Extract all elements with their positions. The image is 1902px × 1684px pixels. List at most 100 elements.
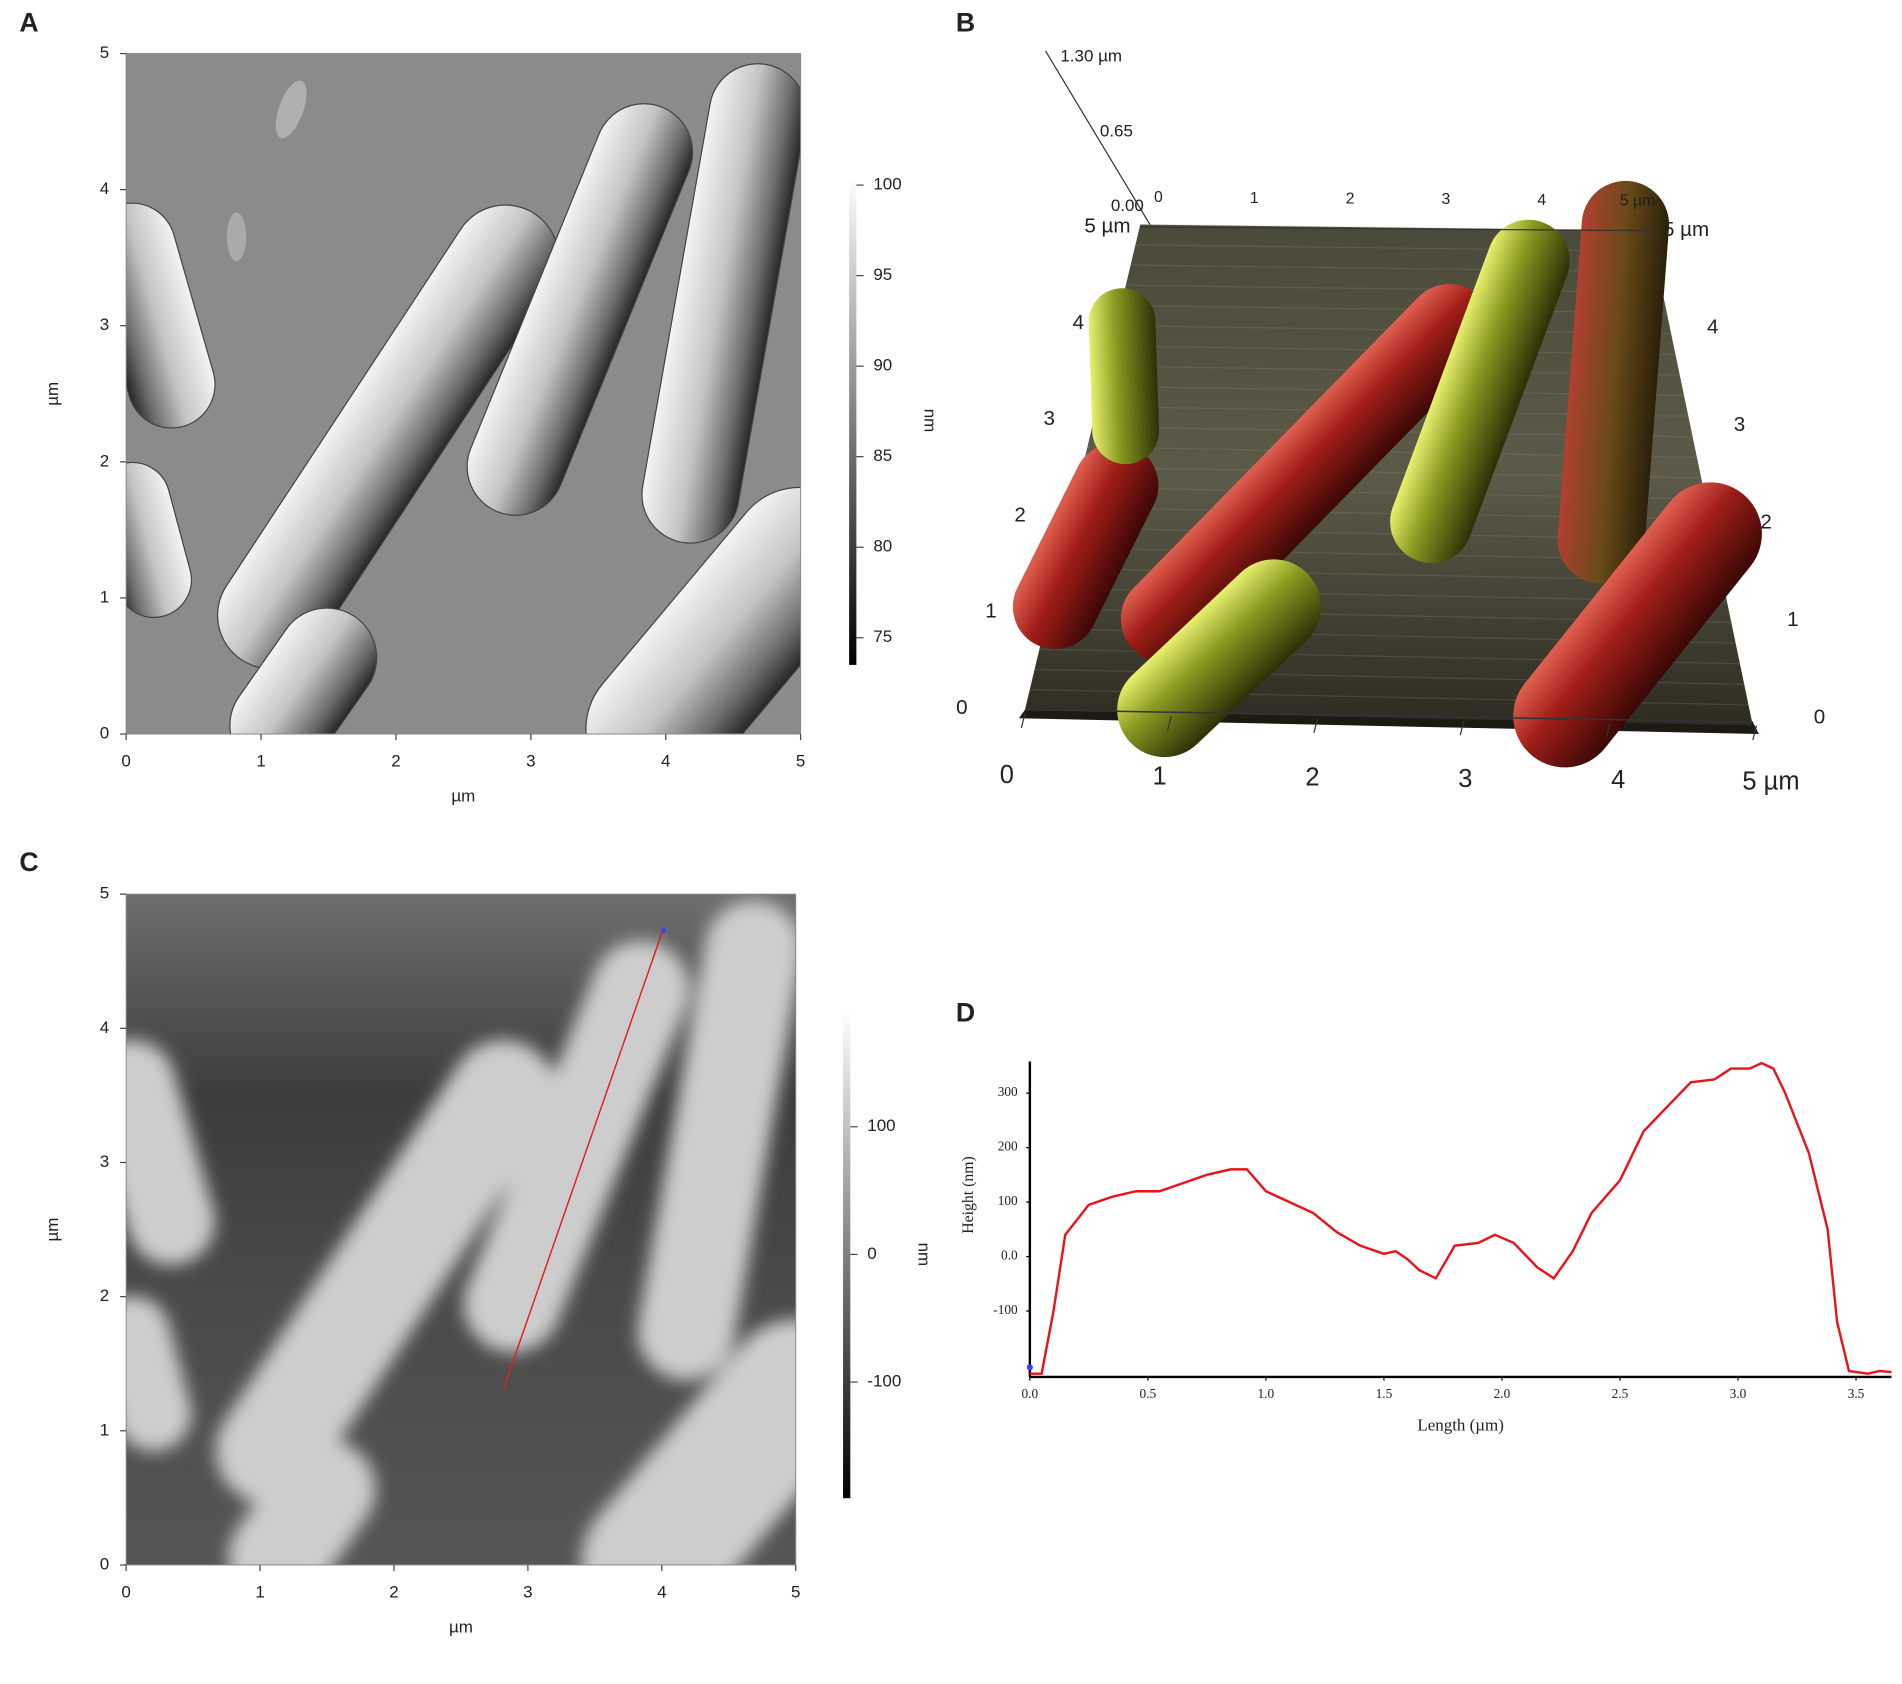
x-tick-label: 4 [1611, 766, 1625, 794]
panel-label: B [956, 7, 975, 37]
colorbar-tick-label: -100 [867, 1372, 901, 1391]
profile-line [502, 931, 663, 1390]
x-top-tick-label: 4 [1537, 192, 1546, 209]
x-tick-label: 0 [121, 751, 130, 770]
x-axis-label: µm [451, 787, 475, 806]
y-tick-label: -100 [993, 1302, 1018, 1317]
z-tick-label: 0.00 [1111, 196, 1144, 215]
y-right-tick-label: 4 [1707, 316, 1718, 339]
x-tick-label: 1 [1153, 762, 1167, 790]
surface-streak [1130, 264, 1659, 273]
cells [126, 900, 796, 1565]
y-tick-label: 3 [100, 1152, 109, 1171]
x-tick-label: 2.5 [1612, 1386, 1629, 1401]
x-tick-label: 0 [121, 1582, 130, 1601]
cell-3d [1088, 288, 1160, 465]
cell-3d [1120, 284, 1494, 663]
z-tick-label: 1.30 µm [1060, 47, 1122, 66]
axis-line [1024, 709, 1753, 723]
panel-label: A [19, 7, 38, 37]
colorbar-tick-label: 100 [873, 175, 901, 194]
cell-3d [1557, 180, 1670, 584]
y-tick-label: 300 [998, 1084, 1018, 1099]
x-tick [1752, 725, 1758, 741]
colorbar [843, 1010, 851, 1499]
x-tick-label: 3 [523, 1582, 532, 1601]
x-tick [1020, 713, 1026, 729]
cell-3d [1390, 219, 1570, 564]
x-tick-label: 5 [796, 751, 805, 770]
cell [581, 1319, 796, 1565]
x-top-tick-label: 5 µm [1620, 193, 1655, 210]
colorbar-tick-label: 0 [867, 1244, 876, 1263]
y-right-tick-label: 0 [1814, 706, 1825, 729]
y-left-tick-label: 0 [956, 696, 967, 719]
colorbar-tick-label: 90 [873, 356, 892, 375]
y-left-tick-label: 4 [1073, 311, 1084, 334]
y-right-tick-label: 1 [1787, 608, 1798, 631]
x-tick-label: 2 [1305, 764, 1319, 792]
x-top-tick-label: 0 [1154, 189, 1163, 206]
x-tick [1459, 720, 1465, 736]
colorbar [849, 176, 857, 665]
x-tick-label: 1.5 [1376, 1386, 1393, 1401]
cell [126, 1039, 215, 1265]
x-tick-label: 4 [661, 751, 670, 770]
x-tick-label: 5 [791, 1582, 800, 1601]
y-tick-label: 4 [100, 179, 109, 198]
debris [226, 212, 247, 261]
y-left-tick-label: 5 µm [1084, 214, 1130, 237]
start-marker [1026, 1364, 1033, 1371]
colorbar-tick-label: 85 [873, 446, 892, 465]
y-left-tick-label: 3 [1044, 407, 1055, 430]
cell [641, 63, 801, 544]
y-tick-label: 200 [998, 1139, 1018, 1154]
panel-label: C [19, 847, 38, 877]
cells [126, 63, 801, 735]
y-axis-label: Height (nm) [960, 1156, 977, 1233]
cell [463, 940, 690, 1353]
y-tick-label: 3 [100, 315, 109, 334]
cell [216, 204, 560, 670]
y-left-tick-label: 2 [1014, 503, 1025, 526]
x-tick-label: 1.0 [1258, 1386, 1275, 1401]
y-axis-label: µm [43, 1218, 62, 1242]
plot-frame [125, 53, 802, 735]
x-tick-label: 2.0 [1494, 1386, 1511, 1401]
x-axis-label: Length (µm) [1417, 1416, 1504, 1435]
colorbar-tick-label: 80 [873, 537, 892, 556]
cell-3d [1513, 482, 1762, 768]
profile-end [661, 928, 666, 933]
x-top-tick-label: 1 [1250, 190, 1259, 207]
cell [466, 103, 694, 516]
x-tick-label: 3 [526, 751, 535, 770]
colorbar-tick-label: 100 [867, 1116, 895, 1135]
x-tick-label: 3.5 [1848, 1386, 1865, 1401]
x-tick-label: 0.5 [1140, 1386, 1157, 1401]
x-tick-label: 1 [255, 1582, 264, 1601]
cell-3d [1117, 559, 1321, 758]
colorbar-label: nm [915, 1243, 934, 1267]
colorbar-label: nm [921, 409, 940, 433]
profile-curve [1029, 1061, 1892, 1375]
y-left-tick-label: 1 [985, 600, 996, 623]
x-tick-label: 0 [1000, 761, 1014, 789]
cell [126, 202, 216, 429]
y-tick-label: 5 [100, 43, 109, 62]
y-right-tick-label: 3 [1734, 413, 1745, 436]
colorbar-tick-label: 75 [873, 627, 892, 646]
afm-image [126, 53, 801, 735]
x-tick-label: 3 [1458, 765, 1472, 793]
x-top-tick-label: 2 [1346, 191, 1355, 208]
x-tick [1313, 718, 1319, 733]
colorbar-tick-label: 95 [873, 265, 892, 284]
cell [585, 486, 801, 735]
cell [126, 461, 193, 619]
y-right-tick-label: 5 µm [1663, 218, 1709, 241]
surface-streak [1125, 284, 1663, 294]
x-tick-label: 2 [391, 751, 400, 770]
y-tick-label: 5 [100, 884, 109, 903]
cell [229, 607, 378, 735]
y-tick-label: 0.0 [1001, 1248, 1018, 1263]
